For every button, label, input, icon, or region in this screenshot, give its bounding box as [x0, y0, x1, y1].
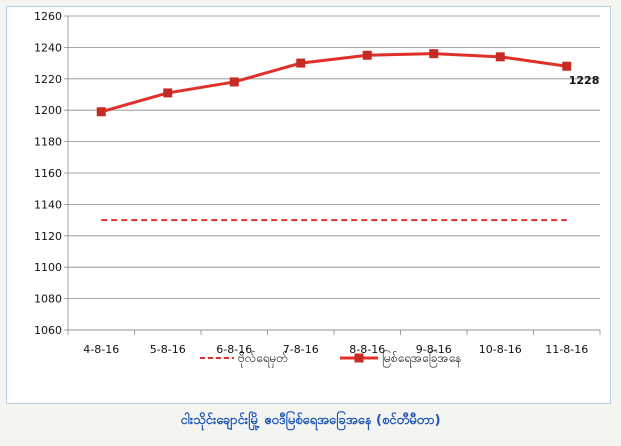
y-tick-label: 1240 — [34, 41, 62, 54]
y-tick-label: 1220 — [34, 73, 62, 86]
x-tick-label: 6-8-16 — [216, 343, 252, 356]
y-tick-label: 1060 — [34, 324, 62, 337]
y-tick-label: 1140 — [34, 198, 62, 211]
y-tick-label: 1200 — [34, 104, 62, 117]
x-tick-label: 8-8-16 — [349, 343, 385, 356]
data-point-marker — [495, 52, 505, 62]
x-axis: 4-8-16 5-8-16 6-8-16 7-8-16 8-8-16 9-8-16 10-8… — [67, 329, 601, 356]
x-tick-label: 11-8-16 — [545, 343, 588, 356]
legend-swatch-marker — [354, 353, 364, 363]
data-point-marker — [429, 49, 439, 59]
data-point-marker — [229, 77, 239, 87]
y-tick-label: 1180 — [34, 136, 62, 149]
series-layer — [96, 49, 572, 222]
y-tick-label: 1120 — [34, 230, 62, 243]
y-tick-label: 1260 — [34, 10, 62, 23]
x-tick-label: 10-8-16 — [479, 343, 522, 356]
legend-label-solid: မြစ်ရေအခြေအနေ — [382, 349, 461, 368]
grid-lines — [68, 15, 600, 331]
y-tick-label: 1080 — [34, 293, 62, 306]
x-tick-label: 5-8-16 — [150, 343, 186, 356]
chart-caption: ငါးသိုင်းချောင်းမြို့ ဧ၀ဒီမြစ်ရေအခြေအနေ … — [180, 413, 441, 428]
y-tick-label: 1100 — [34, 261, 62, 274]
data-point-marker — [362, 50, 372, 60]
legend-label-dashed: ဗိုလ်ရေမှတ် — [238, 350, 288, 368]
legend: ဗိုလ်ရေမှတ် မြစ်ရေအခြေအနေ — [200, 349, 461, 368]
data-point-marker — [296, 58, 306, 68]
series-line-solid — [100, 52, 567, 114]
data-labels: 1228 — [569, 74, 600, 87]
data-point-marker — [96, 107, 106, 117]
data-label: 1228 — [569, 74, 600, 87]
data-point-marker — [163, 88, 173, 98]
data-point-marker — [562, 61, 572, 71]
y-tick-label: 1160 — [34, 167, 62, 180]
x-tick-label: 4-8-16 — [83, 343, 119, 356]
x-tick-label: 7-8-16 — [283, 343, 319, 356]
y-axis: 1060 1080 1100 1120 1140 1160 1180 1200 1220 1240… — [34, 10, 69, 337]
chart-frame — [6, 6, 611, 404]
x-tick-label: 9-8-16 — [416, 343, 452, 356]
